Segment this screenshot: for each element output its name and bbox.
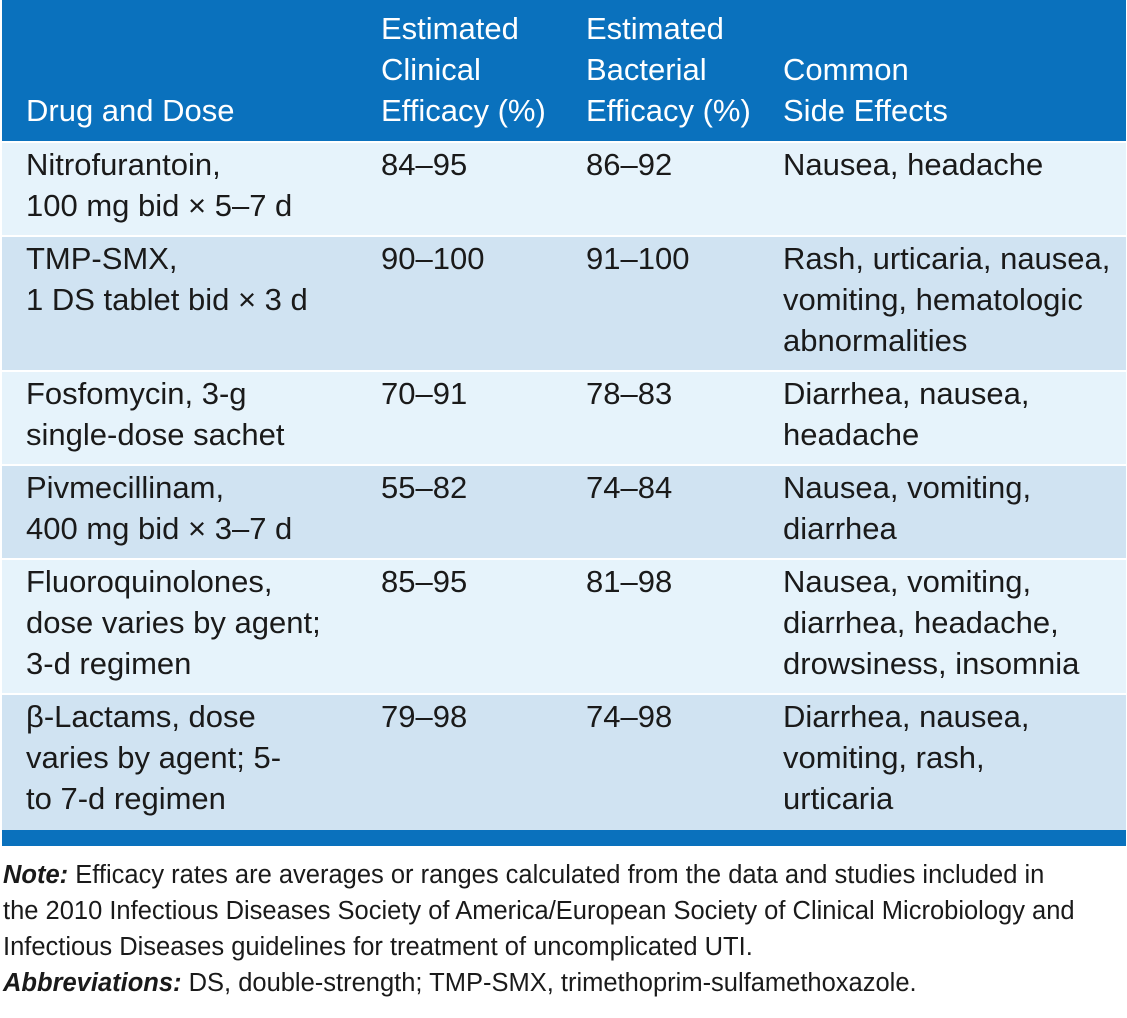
cell-bacterial-efficacy: 74–84	[559, 464, 758, 559]
cell-line: TMP-SMX,	[26, 241, 178, 276]
cell-clinical-efficacy: 55–82	[356, 464, 559, 559]
table-row-fosfomycin: Fosfomycin, 3-g single-dose sachet 70–91…	[2, 370, 1126, 465]
cell-line: 3-d regimen	[26, 646, 192, 681]
table-footnotes: Note: Efficacy rates are averages or ran…	[3, 857, 1121, 1001]
cell-clinical-efficacy: 79–98	[356, 693, 559, 841]
cell-clinical-efficacy: 85–95	[356, 558, 559, 694]
table-bottom-rule	[2, 830, 1126, 846]
cell-line: diarrhea	[783, 511, 897, 546]
cell-line: drowsiness, insomnia	[783, 646, 1080, 681]
header-line: Common	[783, 52, 909, 87]
header-line: Bacterial	[586, 52, 707, 87]
cell-line: 400 mg bid × 3–7 d	[26, 511, 293, 546]
cell-line: Fluoroquinolones,	[26, 564, 273, 599]
note-line: Efficacy rates are averages or ranges ca…	[68, 861, 1045, 889]
header-line: Estimated	[586, 11, 724, 46]
cell-clinical-efficacy: 70–91	[356, 370, 559, 465]
cell-line: varies by agent; 5-	[26, 740, 282, 775]
cell-drug-dose: Nitrofurantoin, 100 mg bid × 5–7 d	[2, 141, 356, 236]
abbreviations-paragraph: Abbreviations: DS, double-strength; TMP-…	[3, 965, 1121, 1001]
cell-line: Diarrhea, nausea,	[783, 376, 1030, 411]
cell-line: Nausea, vomiting,	[783, 470, 1032, 505]
cell-clinical-efficacy: 84–95	[356, 141, 559, 236]
cell-bacterial-efficacy: 78–83	[559, 370, 758, 465]
cell-line: dose varies by agent;	[26, 605, 321, 640]
cell-line: Pivmecillinam,	[26, 470, 225, 505]
header-line: Estimated	[381, 11, 519, 46]
cell-side-effects: Rash, urticaria, nausea, vomiting, hemat…	[758, 235, 1126, 371]
cell-side-effects: Nausea, vomiting, diarrhea, headache, dr…	[758, 558, 1126, 694]
header-side-effects: Common Side Effects	[758, 0, 1126, 142]
header-line: Efficacy (%)	[381, 93, 546, 128]
table-row-beta-lactams: β-Lactams, dose varies by agent; 5- to 7…	[2, 693, 1126, 841]
uti-drug-table: Drug and Dose Estimated Clinical Efficac…	[2, 0, 1126, 841]
cell-drug-dose: TMP-SMX, 1 DS tablet bid × 3 d	[2, 235, 356, 371]
cell-line: Fosfomycin, 3-g	[26, 376, 247, 411]
cell-line: vomiting, rash,	[783, 740, 985, 775]
note-line: the 2010 Infectious Diseases Society of …	[3, 897, 1075, 925]
cell-drug-dose: Pivmecillinam, 400 mg bid × 3–7 d	[2, 464, 356, 559]
cell-line: abnormalities	[783, 323, 968, 358]
note-label: Note:	[3, 861, 69, 889]
note-line: Infectious Diseases guidelines for treat…	[3, 933, 753, 961]
cell-line: Nausea, headache	[783, 147, 1044, 182]
cell-side-effects: Diarrhea, nausea, vomiting, rash, urtica…	[758, 693, 1126, 841]
cell-bacterial-efficacy: 91–100	[559, 235, 758, 371]
table-row-nitrofurantoin: Nitrofurantoin, 100 mg bid × 5–7 d 84–95…	[2, 141, 1126, 236]
header-line: Clinical	[381, 52, 481, 87]
abbreviations-text: DS, double-strength; TMP-SMX, trimethopr…	[181, 969, 917, 997]
cell-line: Nausea, vomiting,	[783, 564, 1032, 599]
note-paragraph: Note: Efficacy rates are averages or ran…	[3, 857, 1121, 965]
cell-line: urticaria	[783, 781, 894, 816]
cell-bacterial-efficacy: 74–98	[559, 693, 758, 841]
cell-line: to 7-d regimen	[26, 781, 226, 816]
abbreviations-label: Abbreviations:	[3, 969, 182, 997]
table-row-tmp-smx: TMP-SMX, 1 DS tablet bid × 3 d 90–100 91…	[2, 235, 1126, 371]
header-line: Side Effects	[783, 93, 948, 128]
cell-side-effects: Nausea, vomiting, diarrhea	[758, 464, 1126, 559]
cell-line: Nitrofurantoin,	[26, 147, 221, 182]
cell-drug-dose: β-Lactams, dose varies by agent; 5- to 7…	[2, 693, 356, 841]
cell-line: diarrhea, headache,	[783, 605, 1059, 640]
cell-line: β-Lactams, dose	[26, 699, 256, 734]
cell-line: single-dose sachet	[26, 417, 285, 452]
cell-line: headache	[783, 417, 920, 452]
cell-line: vomiting, hematologic	[783, 282, 1083, 317]
table-header-row: Drug and Dose Estimated Clinical Efficac…	[2, 0, 1126, 142]
cell-bacterial-efficacy: 86–92	[559, 141, 758, 236]
cell-bacterial-efficacy: 81–98	[559, 558, 758, 694]
cell-clinical-efficacy: 90–100	[356, 235, 559, 371]
cell-drug-dose: Fluoroquinolones, dose varies by agent; …	[2, 558, 356, 694]
cell-line: Diarrhea, nausea,	[783, 699, 1030, 734]
header-line: Drug and Dose	[26, 93, 235, 128]
cell-line: 1 DS tablet bid × 3 d	[26, 282, 308, 317]
cell-drug-dose: Fosfomycin, 3-g single-dose sachet	[2, 370, 356, 465]
cell-line: Rash, urticaria, nausea,	[783, 241, 1111, 276]
header-line: Efficacy (%)	[586, 93, 751, 128]
cell-side-effects: Nausea, headache	[758, 141, 1126, 236]
header-bacterial-efficacy: Estimated Bacterial Efficacy (%)	[559, 0, 758, 142]
table-row-fluoroquinolones: Fluoroquinolones, dose varies by agent; …	[2, 558, 1126, 694]
cell-line: 100 mg bid × 5–7 d	[26, 188, 293, 223]
cell-side-effects: Diarrhea, nausea, headache	[758, 370, 1126, 465]
header-clinical-efficacy: Estimated Clinical Efficacy (%)	[356, 0, 559, 142]
table-row-pivmecillinam: Pivmecillinam, 400 mg bid × 3–7 d 55–82 …	[2, 464, 1126, 559]
header-drug-and-dose: Drug and Dose	[2, 0, 356, 142]
